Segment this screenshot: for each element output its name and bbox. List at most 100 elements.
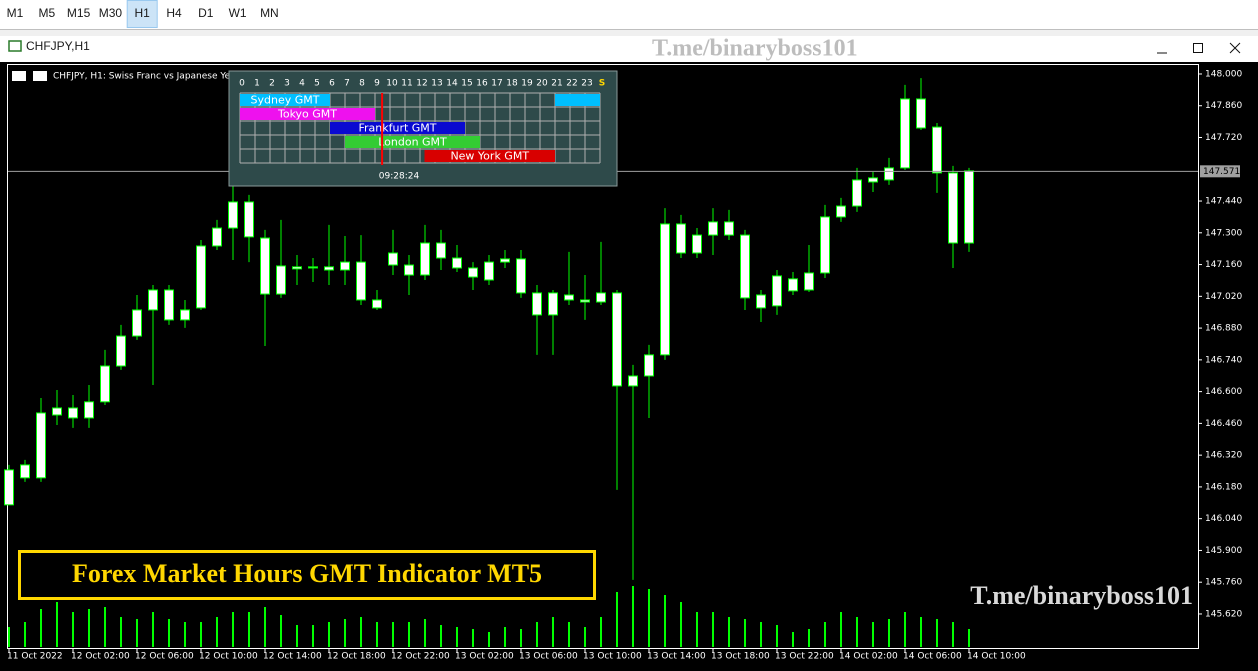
session-name: Tokyo GMT — [277, 108, 337, 121]
hour-label: 22 — [566, 79, 577, 89]
candle-body — [356, 261, 366, 301]
hour-label: 10 — [386, 79, 398, 89]
candle-body — [788, 278, 798, 292]
y-tick-label: 147.440 — [1205, 197, 1242, 207]
y-tick-label: 146.040 — [1205, 514, 1242, 524]
candle-body — [404, 264, 414, 276]
y-tick-label: 148.000 — [1205, 69, 1242, 79]
candle-body — [228, 201, 238, 229]
x-tick-label: 14 Oct 02:00 — [839, 652, 898, 662]
hour-label: 6 — [329, 79, 335, 89]
timeframe-button[interactable]: H1 — [135, 6, 151, 20]
hour-label: 9 — [374, 79, 380, 89]
session-bar — [424, 150, 555, 162]
chart-title: CHFJPY, H1: Swiss Franc vs Japanese Yen — [53, 72, 236, 82]
hour-extra: S — [599, 79, 605, 89]
session-bar — [240, 108, 375, 120]
candle-body — [692, 234, 702, 254]
candle-body — [852, 179, 862, 207]
chart-area — [0, 62, 1258, 671]
candle-body — [36, 412, 46, 479]
y-tick-label: 146.460 — [1205, 419, 1242, 429]
candle-body — [596, 292, 606, 303]
x-tick-label: 14 Oct 10:00 — [967, 652, 1026, 662]
y-tick-label: 146.740 — [1205, 355, 1242, 365]
candle-body — [516, 258, 526, 294]
hour-label: 2 — [269, 79, 275, 89]
x-tick-label: 13 Oct 02:00 — [455, 652, 514, 662]
candle-body — [244, 201, 254, 238]
candle-body — [260, 237, 270, 295]
candle-body — [708, 221, 718, 236]
session-bar — [345, 136, 480, 148]
candle-body — [660, 223, 670, 356]
candle-body — [564, 294, 574, 301]
window-title: CHFJPY,H1 — [26, 39, 90, 53]
timeframe-button[interactable]: M1 — [7, 6, 24, 20]
hour-label: 16 — [476, 79, 488, 89]
timeframe-button[interactable]: M5 — [38, 6, 55, 20]
timeframe-button[interactable]: MN — [260, 6, 279, 20]
hour-label: 19 — [521, 79, 533, 89]
x-tick-label: 12 Oct 14:00 — [263, 652, 322, 662]
candle-body — [20, 464, 30, 479]
candle-body — [148, 289, 158, 311]
plot-frame — [7, 64, 1199, 649]
timeframe-button[interactable]: M15 — [67, 6, 91, 20]
watermark: T.me/binaryboss101 — [652, 36, 858, 62]
session-name: London GMT — [378, 136, 447, 149]
x-tick-label: 12 Oct 02:00 — [71, 652, 130, 662]
x-tick-label: 13 Oct 22:00 — [775, 652, 834, 662]
hour-label: 8 — [359, 79, 365, 89]
candle-body — [964, 170, 974, 244]
y-tick-label: 145.760 — [1205, 578, 1242, 588]
y-tick-label: 145.900 — [1205, 546, 1242, 556]
candle-body — [820, 216, 830, 274]
candle-body — [532, 292, 542, 316]
candle-body — [772, 275, 782, 307]
hour-label: 0 — [239, 79, 245, 89]
hour-label: 18 — [506, 79, 518, 89]
candle-body — [212, 227, 222, 247]
timeframe-active — [126, 0, 158, 28]
close-button[interactable] — [1229, 42, 1241, 54]
hour-label: 4 — [299, 79, 305, 89]
timeframe-button[interactable]: D1 — [198, 6, 214, 20]
y-tick-label: 146.320 — [1205, 451, 1242, 461]
timeframe-button[interactable]: H4 — [166, 6, 182, 20]
y-tick-label: 147.300 — [1205, 228, 1242, 238]
candle-body — [740, 234, 750, 299]
candle-body — [420, 242, 430, 276]
x-tick-label: 11 Oct 2022 — [7, 652, 63, 662]
candle-body — [884, 167, 894, 181]
candle-body — [500, 258, 510, 263]
hour-label: 11 — [401, 79, 412, 89]
y-tick-label: 147.020 — [1205, 292, 1242, 302]
hour-label: 13 — [431, 79, 442, 89]
session-name: New York GMT — [450, 150, 529, 163]
x-tick-label: 13 Oct 10:00 — [583, 652, 642, 662]
x-tick-label: 12 Oct 10:00 — [199, 652, 258, 662]
x-tick-label: 13 Oct 14:00 — [647, 652, 706, 662]
current-price-label: 147.571 — [1203, 167, 1240, 177]
x-tick-label: 13 Oct 06:00 — [519, 652, 578, 662]
maximize-button[interactable] — [1193, 43, 1203, 53]
session-name: Frankfurt GMT — [358, 122, 436, 135]
candle-body — [468, 267, 478, 278]
y-tick-label: 146.600 — [1205, 387, 1242, 397]
timeframe-button[interactable]: W1 — [229, 6, 247, 20]
y-tick-label: 146.880 — [1205, 324, 1242, 334]
candle-body — [372, 299, 382, 309]
candle-body — [548, 292, 558, 316]
candle-body — [4, 469, 14, 506]
session-bar — [330, 122, 465, 134]
candle-body — [324, 266, 334, 271]
candle-body — [276, 265, 286, 295]
timeframe-button[interactable]: M30 — [99, 6, 123, 20]
y-tick-label: 147.720 — [1205, 133, 1242, 143]
x-tick-label: 14 Oct 06:00 — [903, 652, 962, 662]
hour-label: 1 — [254, 79, 260, 89]
candle-body — [84, 401, 94, 419]
